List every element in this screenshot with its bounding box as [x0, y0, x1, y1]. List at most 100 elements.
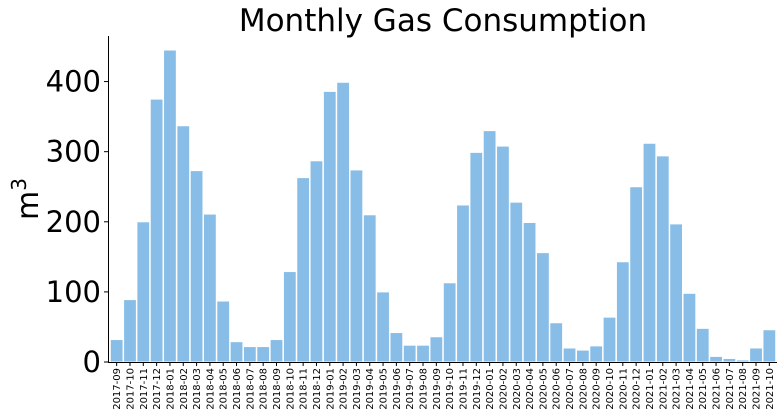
- x-tick-label: 2018-12: [312, 368, 323, 410]
- bar-2019-07: [402, 344, 417, 363]
- bar-2019-08: [416, 344, 430, 363]
- bar-2021-07: [722, 357, 737, 363]
- x-tick-label: 2021-04: [685, 368, 696, 410]
- x-tick-label: 2020-10: [605, 368, 616, 410]
- y-axis-label-base: m: [11, 191, 46, 220]
- y-tick-label: 300: [46, 135, 101, 169]
- bar-2017-10: [123, 299, 137, 363]
- bar-2018-05: [216, 300, 231, 363]
- x-tick-label: 2019-08: [419, 368, 430, 410]
- y-tick-label: 400: [46, 65, 101, 99]
- x-tick-label: 2018-07: [245, 368, 256, 410]
- x-tick-label: 2021-03: [672, 368, 683, 410]
- bar-2018-01: [163, 49, 177, 363]
- bar-2021-04: [682, 292, 697, 363]
- x-tick-label: 2021-02: [658, 368, 669, 410]
- y-tick-label: 100: [46, 275, 101, 309]
- x-tick-label: 2020-03: [512, 368, 523, 410]
- x-tick-label: 2019-05: [379, 368, 390, 410]
- bar-2018-11: [296, 177, 311, 363]
- y-axis-label-superscript: 3: [7, 178, 31, 191]
- bar-2020-05: [536, 252, 550, 363]
- bar-2021-01: [642, 142, 657, 363]
- y-ticks-group: 0 100 200 300 400: [46, 65, 109, 379]
- x-tick-label: 2021-06: [712, 368, 723, 410]
- bar-2019-03: [349, 169, 364, 363]
- x-tick-label: 2020-11: [618, 368, 629, 410]
- x-tick-label: 2017-11: [139, 368, 150, 410]
- bar-2021-03: [669, 223, 684, 363]
- bar-2020-12: [629, 186, 644, 363]
- x-tick-label: 2018-05: [219, 368, 230, 410]
- bar-2018-06: [229, 341, 244, 363]
- x-tick-label: 2019-07: [405, 368, 416, 410]
- x-tick-label: 2018-03: [192, 368, 203, 410]
- x-tick-label: 2019-09: [432, 368, 443, 410]
- x-tick-label: 2019-02: [339, 368, 350, 410]
- x-tick-label: 2021-09: [752, 368, 763, 410]
- y-tick-label: 200: [46, 205, 101, 239]
- x-tick-label: 2021-01: [645, 368, 656, 410]
- bar-2018-10: [282, 271, 297, 363]
- x-tick-label: 2018-04: [205, 368, 216, 410]
- bar-2019-11: [456, 204, 470, 363]
- x-tick-label: 2017-10: [125, 368, 136, 410]
- bar-2019-01: [322, 90, 337, 363]
- x-tick-label: 2021-08: [738, 368, 749, 410]
- x-tick-label: 2018-11: [299, 368, 310, 410]
- bar-2019-05: [376, 291, 390, 363]
- x-tick-label: 2020-05: [538, 368, 549, 410]
- bar-2020-01: [482, 130, 497, 363]
- bar-2019-10: [442, 282, 457, 363]
- y-axis-label: m3: [7, 178, 46, 220]
- bar-2018-12: [309, 160, 324, 363]
- chart-title: Monthly Gas Consumption: [239, 3, 647, 39]
- bar-2020-08: [575, 349, 590, 363]
- bar-2019-02: [336, 81, 350, 363]
- x-tick-label: 2020-09: [592, 368, 603, 410]
- x-tick-label: 2019-10: [445, 368, 456, 410]
- bar-2020-04: [522, 221, 537, 363]
- x-tick-label: 2017-12: [152, 368, 163, 410]
- x-tick-label: 2018-08: [259, 368, 270, 410]
- x-tick-label: 2018-10: [285, 368, 296, 410]
- bar-2020-11: [615, 261, 630, 363]
- bar-2018-08: [256, 346, 271, 363]
- x-tick-label: 2020-07: [565, 368, 576, 410]
- bar-2018-07: [242, 346, 257, 363]
- bar-2020-06: [549, 322, 564, 363]
- bar-2019-12: [469, 151, 484, 363]
- x-tick-label: 2018-09: [272, 368, 283, 410]
- bar-2021-10: [762, 329, 777, 363]
- x-tick-label: 2021-10: [765, 368, 776, 410]
- x-tick-label: 2019-03: [352, 368, 363, 410]
- x-tick-label: 2018-01: [165, 368, 176, 410]
- x-tick-label: 2020-04: [525, 368, 536, 410]
- bar-2021-06: [709, 355, 723, 363]
- bar-2018-04: [203, 213, 217, 363]
- x-tick-label: 2019-12: [472, 368, 483, 410]
- x-tick-label: 2021-07: [725, 368, 736, 410]
- bar-2020-02: [496, 145, 510, 363]
- x-tick-label: 2017-09: [112, 368, 123, 410]
- bar-2021-08: [735, 359, 750, 363]
- x-tick-label: 2019-01: [325, 368, 336, 410]
- bar-2019-04: [362, 214, 377, 363]
- bar-2018-09: [269, 339, 284, 363]
- bar-2020-07: [562, 347, 577, 363]
- bar-2020-10: [602, 316, 617, 363]
- bar-2020-03: [509, 201, 524, 363]
- bar-2018-03: [189, 170, 204, 363]
- x-tick-label: 2020-08: [578, 368, 589, 410]
- bar-2020-09: [589, 345, 604, 363]
- x-tick-label: 2020-12: [632, 368, 643, 410]
- bar-2018-02: [176, 125, 191, 363]
- bar-2021-09: [749, 347, 763, 363]
- bar-2017-12: [149, 98, 164, 363]
- x-tick-label: 2020-06: [552, 368, 563, 410]
- bar-2019-06: [389, 332, 404, 363]
- x-tick-label: 2021-05: [698, 368, 709, 410]
- x-tick-label: 2019-11: [458, 368, 469, 410]
